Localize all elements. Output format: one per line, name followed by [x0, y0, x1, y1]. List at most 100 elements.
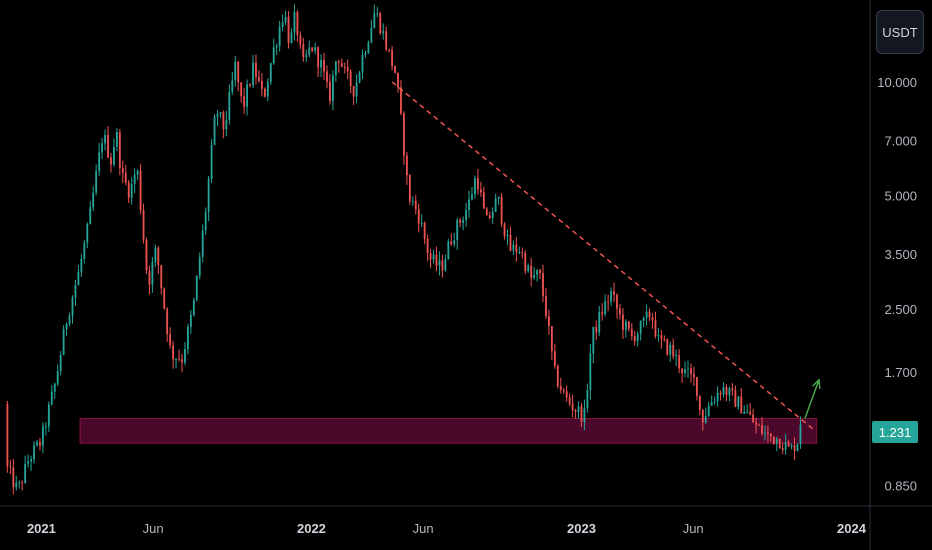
candle-body: [521, 252, 524, 254]
candle: [104, 129, 106, 151]
candle-body: [27, 461, 30, 464]
candle-body: [216, 113, 219, 117]
candle: [787, 439, 790, 448]
candle-body: [675, 355, 678, 357]
candle: [142, 203, 145, 244]
candle-body: [275, 45, 278, 48]
candle: [630, 323, 633, 341]
candle: [222, 110, 225, 139]
candle: [287, 11, 290, 49]
candle-body: [595, 326, 598, 333]
candle-body: [36, 441, 38, 446]
candle-body: [124, 173, 127, 183]
price-tick-label: 10.000: [877, 75, 917, 90]
candle-body: [447, 241, 450, 259]
candle-body: [157, 247, 160, 266]
candle-body: [95, 171, 98, 193]
candle: [136, 169, 139, 181]
candle-body: [471, 194, 473, 200]
candle-body: [376, 13, 379, 15]
candle-body: [423, 222, 426, 239]
candle: [645, 304, 648, 326]
candle: [545, 287, 547, 319]
candle-body: [701, 410, 704, 423]
candle-body: [553, 351, 556, 366]
candle: [666, 338, 669, 356]
candle-body: [136, 170, 139, 175]
candle-body: [411, 200, 414, 202]
candle: [263, 87, 266, 98]
candle-body: [201, 230, 204, 257]
candle-body: [382, 31, 385, 33]
candle: [518, 246, 521, 255]
candle: [234, 56, 237, 87]
candle-body: [349, 71, 352, 87]
candle-body: [281, 22, 284, 28]
candle: [553, 343, 556, 369]
candle: [275, 43, 278, 56]
candle-body: [571, 403, 574, 410]
time-tick-label: 2023: [567, 521, 596, 536]
candle-body: [524, 253, 527, 272]
candle: [36, 440, 38, 447]
candle-body: [787, 442, 790, 447]
candle-body: [195, 275, 198, 301]
candle: [639, 320, 642, 341]
candle: [479, 181, 482, 197]
candle-body: [545, 296, 547, 317]
candle-body: [645, 311, 648, 318]
candle: [571, 394, 574, 418]
candle: [743, 405, 746, 415]
candle: [678, 349, 681, 374]
candle-body: [604, 301, 607, 315]
candle: [323, 53, 325, 80]
candle: [92, 186, 95, 212]
candle: [447, 238, 450, 260]
candle: [616, 293, 618, 319]
candle-body: [636, 333, 639, 342]
candle: [476, 168, 479, 195]
candle: [39, 438, 41, 451]
candle-body: [343, 66, 346, 68]
candle-body: [18, 482, 21, 484]
candle-body: [255, 62, 257, 77]
candle-body: [536, 270, 539, 275]
candle-body: [260, 80, 263, 89]
candle-body: [796, 444, 799, 452]
candle-body: [542, 273, 544, 297]
candle: [764, 425, 766, 441]
candle: [761, 417, 763, 436]
candle: [195, 275, 198, 302]
candle: [488, 211, 491, 220]
candle-body: [237, 61, 240, 83]
candle-body: [107, 134, 109, 158]
candle: [417, 203, 420, 233]
candle: [799, 416, 802, 449]
time-tick-label: Jun: [413, 521, 434, 536]
time-axis[interactable]: 2021 Jun 2022 Jun 2023 Jun 2024: [27, 521, 867, 536]
candle: [684, 361, 686, 378]
candle: [675, 349, 678, 367]
candle-body: [491, 211, 494, 219]
candle-body: [527, 265, 530, 272]
candle: [577, 401, 580, 419]
candle: [178, 349, 180, 362]
candle-body: [121, 168, 124, 174]
candle-body: [408, 175, 411, 202]
candle-body: [616, 294, 618, 309]
candle: [334, 60, 337, 82]
candle-body: [379, 13, 382, 33]
candle-body: [432, 254, 435, 260]
candle: [403, 111, 405, 165]
candle: [438, 251, 441, 276]
candle-body: [755, 422, 757, 425]
candle-body: [494, 198, 497, 212]
candle: [382, 23, 385, 40]
candle: [509, 226, 512, 252]
candle: [326, 65, 328, 89]
candle-body: [263, 88, 266, 97]
currency-button[interactable]: USDT: [876, 10, 924, 54]
candle: [278, 20, 281, 52]
candle-body: [388, 49, 391, 51]
